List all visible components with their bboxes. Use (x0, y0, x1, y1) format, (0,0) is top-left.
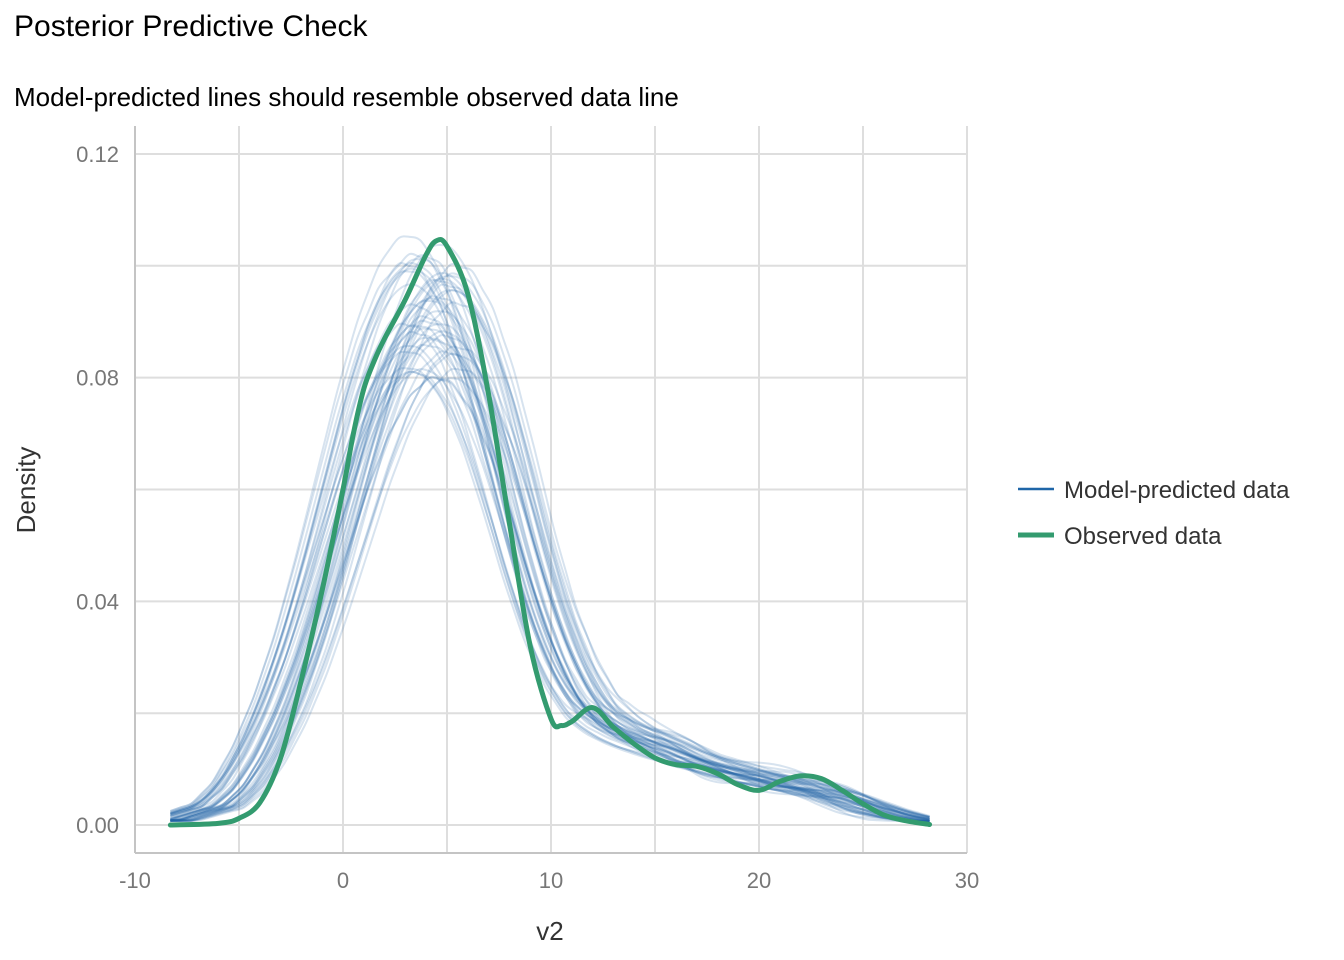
grid-lines (135, 126, 968, 853)
x-tick-label: 30 (955, 868, 979, 893)
model-predicted-line (170, 272, 930, 822)
model-predicted-line (170, 283, 930, 823)
tick-labels: -10 0 10 20 30 0.00 0.04 0.08 0.12 (76, 142, 979, 893)
model-predicted-line (170, 345, 930, 823)
model-predicted-line (170, 368, 930, 823)
model-predicted-line (170, 324, 930, 823)
y-tick-label: 0.12 (76, 142, 119, 167)
model-predicted-line (170, 322, 930, 823)
x-tick-label: -10 (119, 868, 151, 893)
model-predicted-line (170, 352, 930, 823)
model-predicted-line (170, 243, 930, 821)
model-predicted-line (170, 235, 930, 822)
model-predicted-line (170, 310, 930, 822)
chart-subtitle: Model-predicted lines should resemble ob… (14, 82, 679, 112)
y-tick-label: 0.04 (76, 589, 119, 614)
model-predicted-line (170, 323, 930, 822)
model-predicted-line (170, 370, 930, 823)
y-tick-label: 0.08 (76, 366, 119, 391)
x-axis-title: v2 (536, 916, 563, 946)
observed-data-line-group (167, 236, 933, 828)
model-predicted-line (170, 338, 930, 822)
x-tick-label: 10 (539, 868, 563, 893)
y-tick-label: 0.00 (76, 813, 119, 838)
model-predicted-line (170, 267, 930, 822)
model-predicted-line (170, 262, 930, 822)
model-predicted-line (170, 263, 930, 822)
model-predicted-lines (170, 235, 930, 823)
model-predicted-line (170, 319, 930, 823)
model-predicted-line (170, 367, 930, 823)
legend-label-model-predicted: Model-predicted data (1064, 477, 1290, 504)
model-predicted-line (170, 252, 930, 822)
x-tick-label: 0 (337, 868, 349, 893)
model-predicted-line (170, 277, 930, 822)
model-predicted-line (170, 350, 930, 823)
model-predicted-line (170, 258, 930, 822)
model-predicted-line (170, 254, 930, 822)
model-predicted-line (170, 299, 930, 823)
legend: Model-predicted data Observed data (1018, 477, 1290, 550)
x-tick-label: 20 (747, 868, 771, 893)
observed-data-line (167, 236, 933, 828)
model-predicted-line (170, 270, 930, 822)
model-predicted-line (170, 295, 930, 822)
y-axis-title: Density (11, 447, 41, 534)
model-predicted-line (170, 336, 930, 823)
model-predicted-line (170, 344, 930, 823)
model-predicted-line (170, 278, 930, 822)
model-predicted-line (170, 303, 930, 823)
model-predicted-line (170, 350, 930, 823)
chart-title: Posterior Predictive Check (14, 10, 368, 43)
model-predicted-line (170, 327, 930, 823)
legend-label-observed: Observed data (1064, 523, 1222, 550)
model-predicted-line (170, 297, 930, 823)
model-predicted-line (170, 315, 930, 823)
model-predicted-line (170, 301, 930, 822)
model-predicted-line (170, 330, 930, 823)
model-predicted-line (170, 261, 930, 822)
model-predicted-line (170, 370, 930, 823)
model-predicted-line (170, 343, 930, 823)
model-predicted-line (170, 377, 930, 823)
axes (134, 126, 967, 854)
model-predicted-line (170, 367, 930, 823)
